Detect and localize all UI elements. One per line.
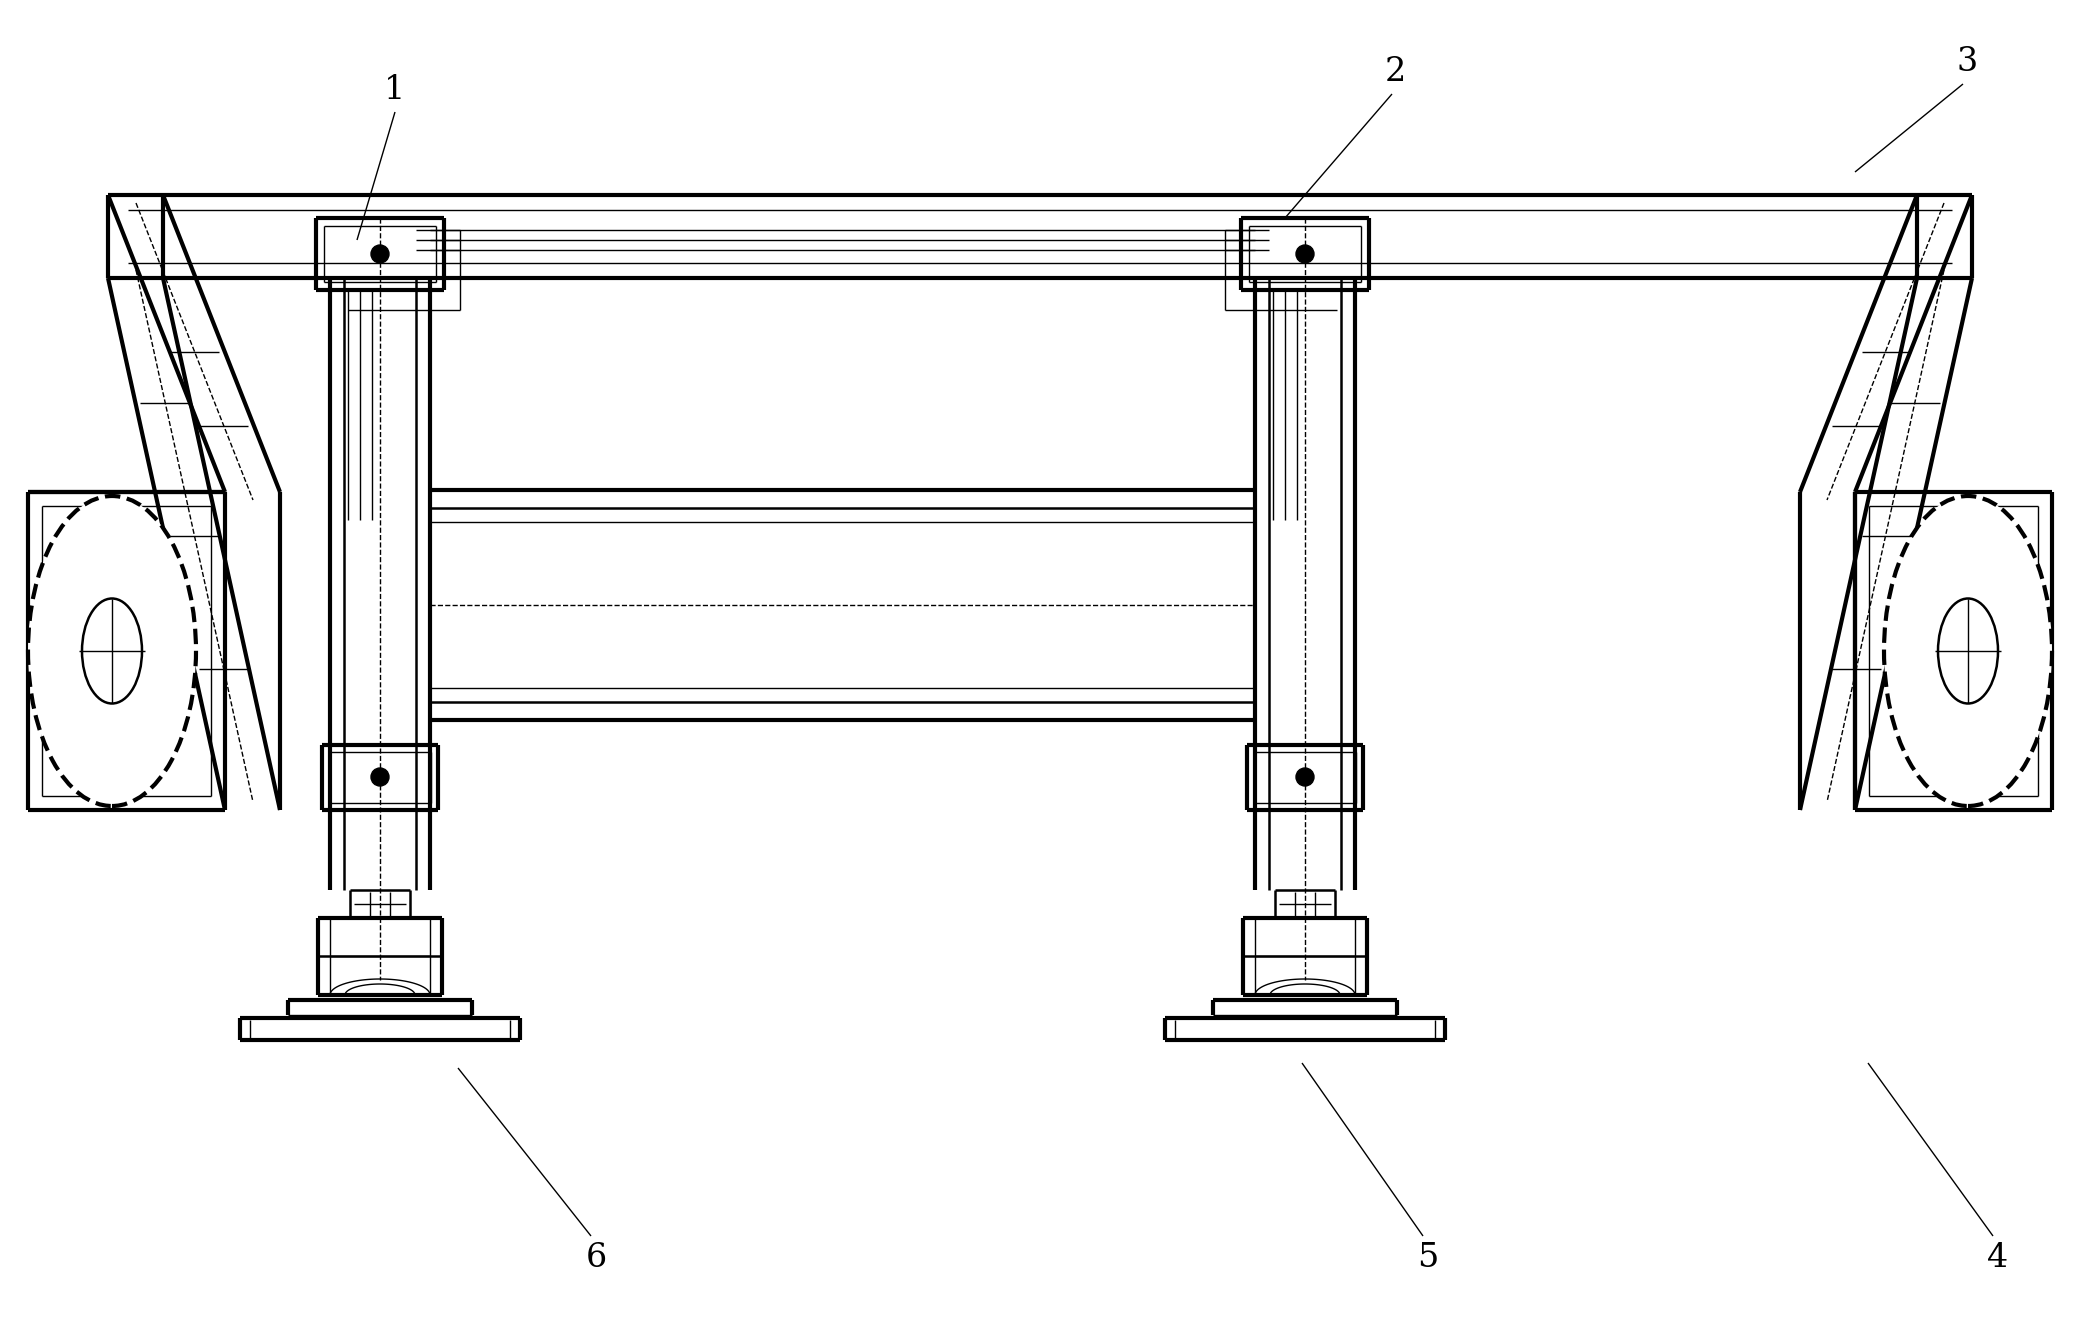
Ellipse shape — [27, 496, 196, 806]
Circle shape — [370, 768, 389, 786]
Text: 2: 2 — [1385, 56, 1406, 89]
Ellipse shape — [1939, 599, 1999, 704]
Circle shape — [1296, 768, 1315, 786]
Ellipse shape — [81, 599, 141, 704]
Text: 5: 5 — [1416, 1242, 1439, 1275]
Circle shape — [370, 244, 389, 263]
Text: 6: 6 — [584, 1242, 607, 1275]
Text: 1: 1 — [385, 74, 406, 106]
Circle shape — [1296, 244, 1315, 263]
Text: 4: 4 — [1986, 1242, 2009, 1275]
Text: 3: 3 — [1957, 46, 1978, 78]
Ellipse shape — [1884, 496, 2053, 806]
